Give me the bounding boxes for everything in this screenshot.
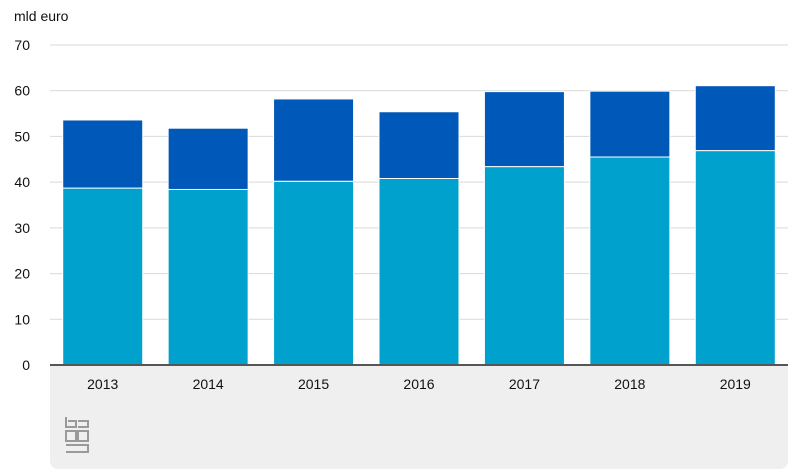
bar-2017-series-2	[483, 91, 565, 168]
y-tick-label: 50	[14, 128, 30, 144]
bar-2013-series-1	[62, 187, 144, 366]
bar-2016-series-2	[378, 111, 460, 179]
y-tick-label: 40	[14, 174, 30, 190]
x-tick-label: 2017	[509, 376, 540, 392]
x-tick-labels: 2013 2014 2015 2016 2017 2018 2019	[87, 376, 751, 392]
bar-2015-series-1	[273, 180, 355, 366]
bar-2018-series-2	[589, 90, 671, 158]
bars	[62, 85, 776, 366]
bar-2013-series-2	[62, 119, 144, 189]
bar-2014-series-1	[167, 188, 249, 366]
y-tick-label: 60	[14, 83, 30, 99]
x-tick-label: 2016	[403, 376, 434, 392]
bar-2019-series-2	[694, 85, 776, 152]
x-tick-label: 2015	[298, 376, 329, 392]
y-tick-label: 0	[22, 357, 30, 373]
bar-2015-series-2	[273, 98, 355, 182]
y-tick-label: 70	[14, 37, 30, 53]
bar-2017-series-1	[483, 166, 565, 366]
bar-2019-series-1	[694, 150, 776, 366]
chart-footer-panel	[50, 366, 788, 469]
x-tick-label: 2013	[87, 376, 118, 392]
bar-2018-series-1	[589, 156, 671, 366]
x-tick-label: 2018	[614, 376, 645, 392]
y-axis-label: mld euro	[14, 8, 69, 24]
y-tick-label: 30	[14, 220, 30, 236]
x-tick-label: 2014	[193, 376, 224, 392]
x-tick-label: 2019	[720, 376, 751, 392]
cbs-logo-icon	[64, 416, 90, 459]
y-tick-labels: 0 10 20 30 40 50 60 70	[14, 37, 30, 373]
y-tick-label: 20	[14, 266, 30, 282]
bar-2014-series-2	[167, 127, 249, 190]
bar-2016-series-1	[378, 177, 460, 366]
y-tick-label: 10	[14, 311, 30, 327]
